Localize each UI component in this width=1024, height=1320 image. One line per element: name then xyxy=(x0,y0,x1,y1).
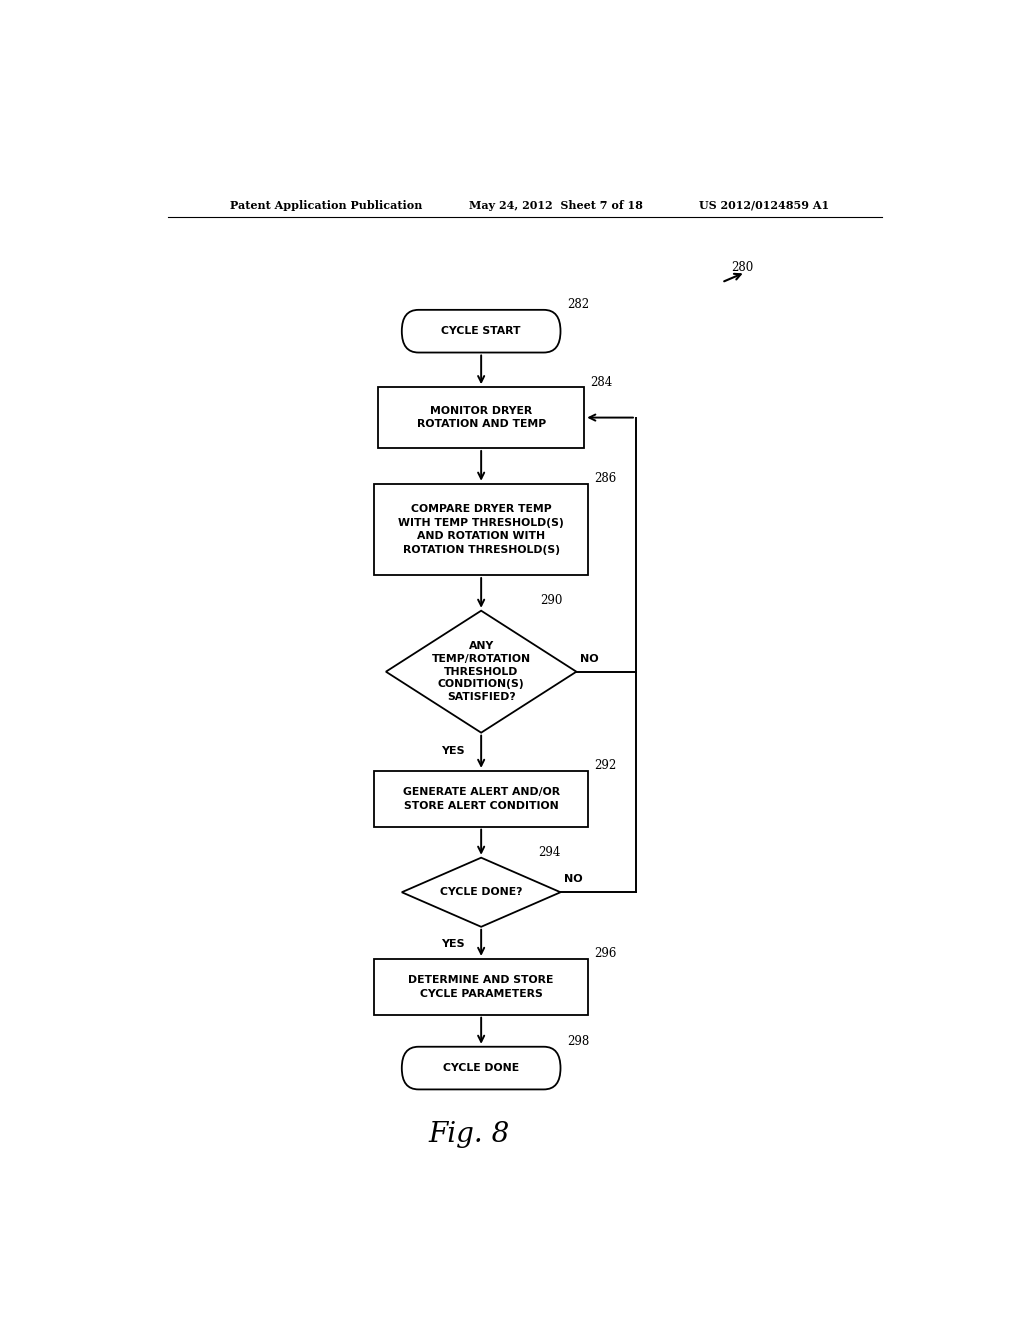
Text: 292: 292 xyxy=(595,759,616,772)
Text: 296: 296 xyxy=(595,948,617,960)
Text: Patent Application Publication: Patent Application Publication xyxy=(229,199,422,211)
Text: COMPARE DRYER TEMP
WITH TEMP THRESHOLD(S)
AND ROTATION WITH
ROTATION THRESHOLD(S: COMPARE DRYER TEMP WITH TEMP THRESHOLD(S… xyxy=(398,504,564,554)
FancyBboxPatch shape xyxy=(401,1047,560,1089)
FancyBboxPatch shape xyxy=(374,771,588,826)
Text: MONITOR DRYER
ROTATION AND TEMP: MONITOR DRYER ROTATION AND TEMP xyxy=(417,405,546,429)
Text: DETERMINE AND STORE
CYCLE PARAMETERS: DETERMINE AND STORE CYCLE PARAMETERS xyxy=(409,975,554,998)
FancyBboxPatch shape xyxy=(401,310,560,352)
Text: ANY
TEMP/ROTATION
THRESHOLD
CONDITION(S)
SATISFIED?: ANY TEMP/ROTATION THRESHOLD CONDITION(S)… xyxy=(431,642,530,702)
Text: 282: 282 xyxy=(567,298,589,312)
FancyBboxPatch shape xyxy=(374,483,588,576)
Text: US 2012/0124859 A1: US 2012/0124859 A1 xyxy=(699,199,829,211)
Text: 298: 298 xyxy=(567,1035,589,1048)
Text: CYCLE START: CYCLE START xyxy=(441,326,521,337)
Text: 284: 284 xyxy=(591,375,613,388)
Text: CYCLE DONE: CYCLE DONE xyxy=(443,1063,519,1073)
Text: 294: 294 xyxy=(539,846,561,859)
Text: May 24, 2012  Sheet 7 of 18: May 24, 2012 Sheet 7 of 18 xyxy=(469,199,643,211)
Text: NO: NO xyxy=(581,653,599,664)
FancyBboxPatch shape xyxy=(378,387,585,447)
FancyBboxPatch shape xyxy=(374,958,588,1015)
Text: YES: YES xyxy=(441,939,465,949)
Polygon shape xyxy=(386,611,577,733)
Text: CYCLE DONE?: CYCLE DONE? xyxy=(440,887,522,898)
Polygon shape xyxy=(401,858,560,927)
Text: GENERATE ALERT AND/OR
STORE ALERT CONDITION: GENERATE ALERT AND/OR STORE ALERT CONDIT… xyxy=(402,787,560,810)
Text: Fig. 8: Fig. 8 xyxy=(429,1121,510,1147)
Text: 280: 280 xyxy=(731,260,754,273)
Text: 286: 286 xyxy=(595,473,616,484)
Text: 290: 290 xyxy=(541,594,563,607)
Text: YES: YES xyxy=(441,746,465,756)
Text: NO: NO xyxy=(564,874,583,884)
